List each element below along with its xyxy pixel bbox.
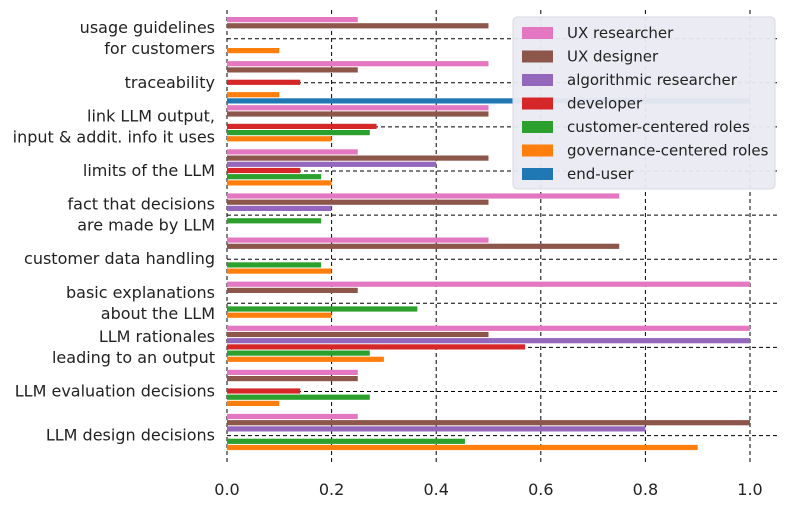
legend-swatch bbox=[522, 74, 553, 86]
bar bbox=[227, 287, 358, 293]
category-label: customer data handling bbox=[24, 249, 215, 268]
bar bbox=[227, 130, 370, 136]
x-tick-label: 0.6 bbox=[528, 480, 553, 499]
legend: UX researcher UX designer algorithmic rese… bbox=[512, 16, 776, 190]
y-tick-labels: usage guidelines for customers traceabilit… bbox=[13, 18, 215, 444]
category-label: leading to an output bbox=[52, 348, 215, 367]
bar bbox=[227, 376, 358, 382]
bar bbox=[227, 268, 332, 274]
bar bbox=[227, 48, 280, 54]
legend-label: customer-centered roles bbox=[567, 118, 750, 136]
bars bbox=[227, 17, 750, 451]
bar bbox=[227, 356, 384, 362]
bar bbox=[227, 325, 750, 331]
x-tick-labels: 0.0 0.2 0.4 0.6 0.8 1.0 bbox=[214, 480, 762, 499]
category-label: are made by LLM bbox=[77, 216, 215, 235]
bar bbox=[227, 388, 301, 394]
bar bbox=[227, 306, 418, 312]
category-label: limits of the LLM bbox=[83, 161, 215, 180]
bar bbox=[227, 331, 489, 338]
bar bbox=[227, 23, 489, 29]
bar bbox=[227, 199, 489, 205]
bar bbox=[227, 426, 646, 432]
bar bbox=[227, 180, 332, 186]
legend-label: UX designer bbox=[567, 48, 659, 66]
bar bbox=[227, 438, 465, 444]
bar bbox=[227, 193, 620, 199]
bar bbox=[227, 281, 750, 287]
category-label: usage guidelines bbox=[80, 18, 215, 37]
bar bbox=[227, 98, 750, 104]
bar bbox=[227, 400, 280, 406]
bar bbox=[227, 394, 370, 400]
bar bbox=[227, 111, 489, 117]
category-label: traceability bbox=[125, 73, 215, 92]
bar bbox=[227, 79, 301, 85]
bar bbox=[227, 92, 280, 98]
legend-label: end-user bbox=[567, 165, 634, 183]
bar bbox=[227, 237, 489, 243]
bar bbox=[227, 123, 377, 129]
bar bbox=[227, 413, 358, 420]
x-tick-label: 0.2 bbox=[319, 480, 344, 499]
bar bbox=[227, 243, 620, 249]
legend-box bbox=[512, 16, 776, 190]
category-label: input & addit. info it uses bbox=[13, 127, 215, 146]
bar bbox=[227, 149, 358, 155]
bar bbox=[227, 61, 489, 67]
legend-label: developer bbox=[567, 95, 643, 113]
legend-label: governance-centered roles bbox=[567, 142, 769, 160]
bar bbox=[227, 420, 750, 426]
category-label: about the LLM bbox=[101, 304, 215, 323]
x-tick-label: 0.4 bbox=[423, 480, 448, 499]
legend-swatch bbox=[522, 97, 553, 110]
category-label: for customers bbox=[104, 39, 215, 58]
category-label: LLM design decisions bbox=[46, 426, 215, 445]
legend-label: algorithmic researcher bbox=[567, 71, 738, 89]
bar bbox=[227, 136, 332, 142]
bar bbox=[227, 262, 322, 268]
bar bbox=[227, 67, 358, 73]
legend-swatch bbox=[522, 144, 553, 157]
bar bbox=[227, 444, 698, 451]
category-label: LLM evaluation decisions bbox=[15, 382, 215, 401]
bar bbox=[227, 167, 301, 174]
category-label: basic explanations bbox=[66, 283, 215, 302]
legend-swatch bbox=[522, 121, 553, 133]
bar bbox=[227, 155, 489, 161]
legend-swatch bbox=[522, 168, 553, 180]
bar bbox=[227, 369, 358, 375]
category-label: fact that decisions bbox=[68, 195, 215, 214]
category-label: link LLM output, bbox=[87, 106, 215, 125]
bar bbox=[227, 218, 322, 224]
bar bbox=[227, 161, 437, 167]
bar bbox=[227, 174, 322, 180]
legend-swatch bbox=[522, 50, 553, 63]
bar bbox=[227, 17, 358, 23]
x-tick-label: 0.0 bbox=[214, 480, 239, 499]
legend-swatch bbox=[522, 27, 553, 39]
bar bbox=[227, 105, 489, 111]
bar bbox=[227, 344, 526, 350]
x-tick-label: 0.8 bbox=[633, 480, 658, 499]
x-tick-label: 1.0 bbox=[737, 480, 762, 499]
bar bbox=[227, 312, 332, 318]
category-label: LLM rationales bbox=[99, 327, 215, 346]
legend-label: UX researcher bbox=[567, 24, 674, 42]
bar bbox=[227, 338, 750, 344]
bar bbox=[227, 205, 332, 211]
bar bbox=[227, 350, 370, 356]
